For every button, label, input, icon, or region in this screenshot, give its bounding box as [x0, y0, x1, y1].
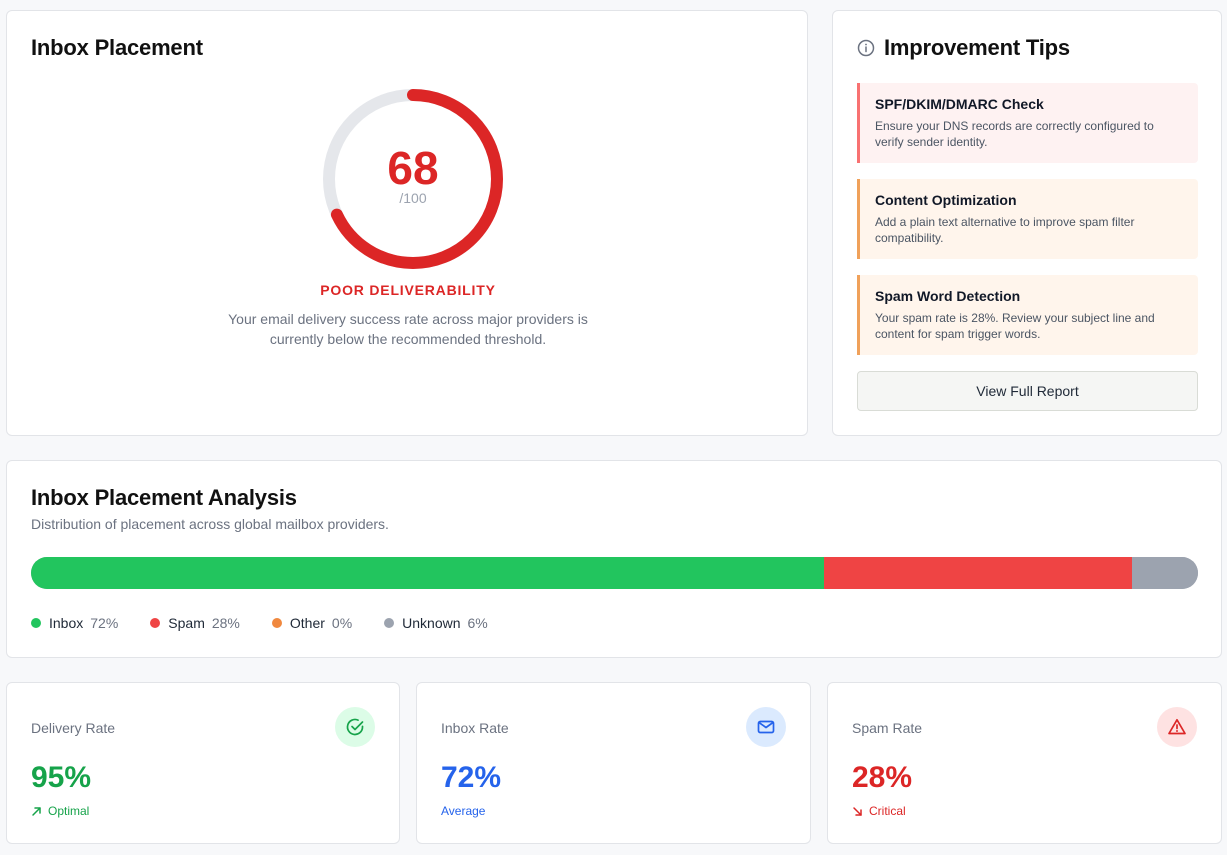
tip-title: SPF/DKIM/DMARC Check — [875, 96, 1044, 112]
placement-analysis-subtitle: Distribution of placement across global … — [31, 516, 389, 532]
legend-value: 6% — [467, 615, 488, 631]
tip-spf-dkim-dmarc: SPF/DKIM/DMARC Check Ensure your DNS rec… — [857, 83, 1198, 163]
placement-legend: Inbox 72% Spam 28% Other 0% Unknown 6% — [31, 615, 520, 631]
metric-note: Critical — [852, 804, 906, 818]
legend-dot-other — [271, 618, 282, 628]
tips-header: Improvement Tips — [857, 35, 1070, 61]
metric-label: Inbox Rate — [441, 720, 509, 736]
bar-segment-inbox — [31, 557, 824, 589]
legend-value: 0% — [331, 615, 353, 631]
metric-value: 95% — [31, 761, 92, 794]
bar-segment-unknown — [1131, 557, 1198, 589]
metric-label: Delivery Rate — [31, 720, 116, 736]
alert-triangle-icon — [1157, 707, 1197, 747]
inbox-placement-card: Inbox Placement 68 /100 POOR DELIVERABIL… — [6, 10, 808, 436]
check-circle-icon — [335, 707, 375, 747]
placement-analysis-card: Inbox Placement Analysis Distribution of… — [6, 460, 1222, 658]
mail-icon — [746, 707, 786, 747]
legend-dot-inbox — [31, 618, 41, 628]
deliverability-status: POOR DELIVERABILITY — [320, 282, 496, 298]
legend-label: Unknown — [402, 615, 461, 631]
legend-label: Spam — [168, 615, 205, 631]
metric-note: Average — [441, 804, 485, 818]
legend-value: 28% — [211, 615, 240, 631]
view-full-report-button[interactable]: View Full Report — [857, 371, 1198, 411]
deliverability-description: Your email delivery success rate across … — [228, 311, 588, 347]
tip-body: Add a plain text alternative to improve … — [875, 215, 1135, 245]
tip-body: Ensure your DNS records are correctly co… — [875, 119, 1154, 149]
tip-title: Spam Word Detection — [875, 288, 1021, 304]
metric-note-text: Critical — [869, 804, 906, 818]
legend-label: Other — [289, 615, 325, 631]
tip-spam-word-detection: Spam Word Detection Your spam rate is 28… — [857, 275, 1198, 355]
metric-value: 72% — [441, 761, 502, 794]
arrow-down-right-icon — [853, 806, 862, 816]
gauge-max: /100 — [399, 190, 427, 206]
legend-item-unknown: Unknown 6% — [384, 615, 488, 631]
deliverability-gauge — [323, 89, 503, 269]
legend-item-other: Other 0% — [271, 615, 353, 631]
legend-item-inbox: Inbox 72% — [31, 615, 118, 631]
delivery-rate-card: Delivery Rate 95% Optimal — [6, 682, 400, 844]
legend-value: 72% — [90, 615, 119, 631]
legend-item-spam: Spam 28% — [150, 615, 240, 631]
metric-label: Spam Rate — [852, 720, 923, 736]
placement-distribution-bar — [31, 557, 1198, 589]
tip-body: Your spam rate is 28%. Review your subje… — [875, 311, 1155, 341]
improvement-tips-card: Improvement Tips SPF/DKIM/DMARC Check En… — [832, 10, 1222, 436]
gauge-score: 68 — [387, 142, 439, 194]
improvement-tips-title: Improvement Tips — [884, 35, 1070, 60]
tip-title: Content Optimization — [875, 192, 1017, 208]
gauge-progress — [323, 89, 503, 269]
info-circle-icon — [857, 39, 875, 57]
metric-note: Optimal — [31, 804, 89, 818]
legend-label: Inbox — [49, 615, 84, 631]
legend-dot-spam — [150, 618, 161, 628]
bar-segment-spam — [823, 557, 1132, 589]
legend-dot-unknown — [384, 618, 395, 628]
tip-content-optimization: Content Optimization Add a plain text al… — [857, 179, 1198, 259]
placement-analysis-title: Inbox Placement Analysis — [31, 485, 297, 510]
metric-value: 28% — [852, 761, 913, 794]
metric-note-text: Average — [441, 804, 486, 818]
spam-rate-card: Spam Rate 28% Critical — [827, 682, 1222, 844]
arrow-up-right-icon — [32, 806, 41, 816]
metric-note-text: Optimal — [48, 804, 90, 818]
inbox-placement-title: Inbox Placement — [31, 35, 203, 60]
inbox-rate-card: Inbox Rate 72% Average — [416, 682, 811, 844]
